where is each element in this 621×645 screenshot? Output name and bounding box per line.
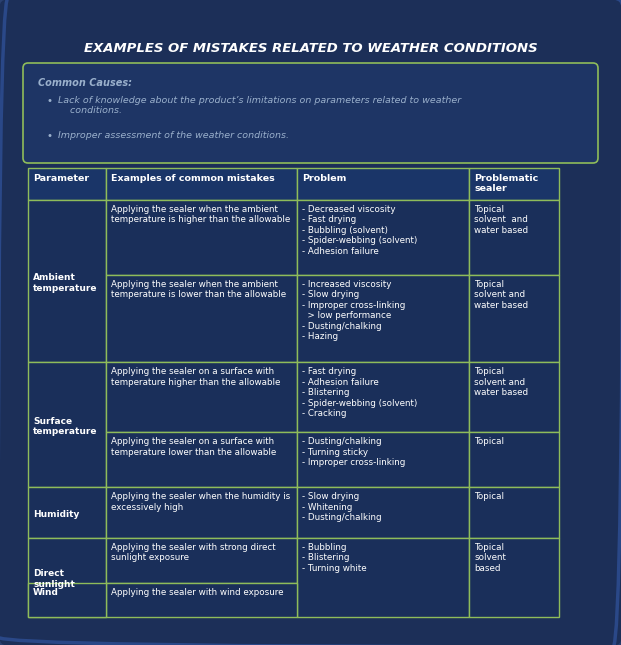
Bar [297,275,469,362]
Text: Topical
solvent
based: Topical solvent based [474,543,506,573]
Bar [106,538,297,582]
Bar [106,582,297,617]
Text: Topical
solvent  and
water based: Topical solvent and water based [474,205,528,235]
Text: Applying the sealer on a surface with
temperature lower than the allowable: Applying the sealer on a surface with te… [111,437,276,457]
Text: Applying the sealer on a surface with
temperature higher than the allowable: Applying the sealer on a surface with te… [111,368,280,387]
Text: Applying the sealer when the ambient
temperature is lower than the allowable: Applying the sealer when the ambient tem… [111,280,286,299]
Bar [28,200,106,362]
Bar [469,432,558,487]
Bar [297,362,469,432]
Text: Problematic
sealer: Problematic sealer [474,174,538,194]
Bar [469,487,558,538]
Bar [297,200,469,275]
Text: •: • [46,96,52,106]
Bar [106,432,297,487]
Text: Humidity: Humidity [33,510,79,519]
Text: - Dusting/chalking
- Turning sticky
- Improper cross-linking: - Dusting/chalking - Turning sticky - Im… [302,437,406,467]
Text: Applying the sealer when the ambient
temperature is higher than the allowable: Applying the sealer when the ambient tem… [111,205,290,224]
Bar [28,362,106,487]
Text: - Fast drying
- Adhesion failure
- Blistering
- Spider-webbing (solvent)
- Crack: - Fast drying - Adhesion failure - Blist… [302,368,417,418]
Text: Improper assessment of the weather conditions.: Improper assessment of the weather condi… [58,131,289,140]
FancyBboxPatch shape [23,63,598,163]
Text: Parameter: Parameter [33,174,89,183]
Bar [469,538,558,617]
Bar [297,487,469,538]
Bar [28,538,106,617]
Text: Applying the sealer when the humidity is
excessively high: Applying the sealer when the humidity is… [111,492,290,511]
Bar [28,168,106,200]
Bar [297,538,469,617]
Bar [469,168,558,200]
Text: - Decreased viscosity
- Fast drying
- Bubbling (solvent)
- Spider-webbing (solve: - Decreased viscosity - Fast drying - Bu… [302,205,417,255]
Text: Lack of knowledge about the product’s limitations on parameters related to weath: Lack of knowledge about the product’s li… [58,96,461,115]
Bar [297,432,469,487]
Bar [106,275,297,362]
Bar [28,582,106,617]
Bar [469,275,558,362]
Text: Applying the sealer with strong direct
sunlight exposure: Applying the sealer with strong direct s… [111,543,276,562]
Bar [469,200,558,275]
Text: Examples of common mistakes: Examples of common mistakes [111,174,274,183]
Text: Topical
solvent and
water based: Topical solvent and water based [474,368,528,397]
Text: Problem: Problem [302,174,347,183]
Bar [297,168,469,200]
Bar [106,487,297,538]
Text: Topical: Topical [474,492,504,501]
Text: Wind: Wind [33,588,59,597]
Text: - Increased viscosity
- Slow drying
- Improper cross-linking
  > low performance: - Increased viscosity - Slow drying - Im… [302,280,406,341]
Text: •: • [46,131,52,141]
Bar [106,362,297,432]
Text: Surface
temperature: Surface temperature [33,417,97,436]
Text: Ambient
temperature: Ambient temperature [33,273,97,293]
Text: - Bubbling
- Blistering
- Turning white: - Bubbling - Blistering - Turning white [302,543,366,573]
Text: Direct
sunlight: Direct sunlight [33,570,75,589]
Text: Topical
solvent and
water based: Topical solvent and water based [474,280,528,310]
Bar [106,168,297,200]
Text: - Slow drying
- Whitening
- Dusting/chalking: - Slow drying - Whitening - Dusting/chal… [302,492,381,522]
Text: Applying the sealer with wind exposure: Applying the sealer with wind exposure [111,588,283,597]
Text: Topical: Topical [474,437,504,446]
Text: Common Causes:: Common Causes: [38,78,132,88]
Bar [469,362,558,432]
Bar [28,487,106,538]
Text: EXAMPLES OF MISTAKES RELATED TO WEATHER CONDITIONS: EXAMPLES OF MISTAKES RELATED TO WEATHER … [84,41,537,54]
Bar [106,200,297,275]
